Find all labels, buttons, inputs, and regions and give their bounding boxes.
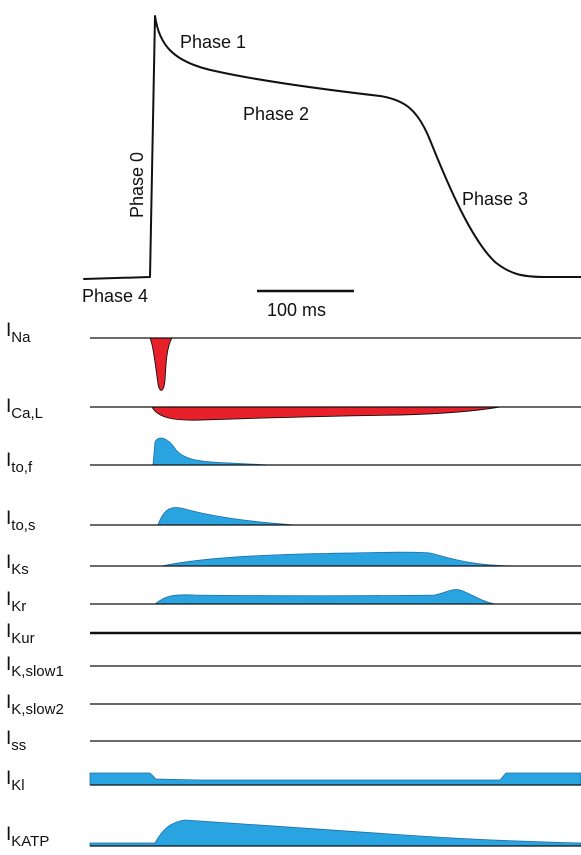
ina-label: INa (6, 320, 31, 346)
itos-label: Ito,s (6, 508, 35, 534)
ical-trace (151, 406, 501, 421)
iss-label: Iss (6, 728, 26, 754)
phase-0-label: Phase 0 (127, 152, 147, 218)
phase-3-label: Phase 3 (462, 189, 528, 209)
ical-label: ICa,L (6, 396, 43, 422)
itof-trace (152, 437, 271, 466)
phase-4-label: Phase 4 (82, 286, 148, 306)
iks-trace (161, 551, 521, 567)
ikatp-trace (89, 819, 581, 847)
itof-label: Ito,f (6, 450, 33, 476)
phase-2-label: Phase 2 (243, 104, 309, 124)
itos-trace (157, 507, 296, 526)
ik1-label: IKl (6, 768, 25, 794)
ikr-trace (153, 589, 496, 605)
ik1-trace (89, 772, 581, 786)
ina-trace (149, 337, 173, 391)
ikslow2-label: IK,slow2 (6, 692, 64, 718)
ikslow1-label: IK,slow1 (6, 654, 64, 680)
phase-1-label: Phase 1 (180, 32, 246, 52)
scale-bar-label: 100 ms (267, 300, 326, 320)
ikr-label: IKr (6, 589, 26, 615)
iks-label: IKs (6, 552, 29, 578)
ikur-label: IKur (6, 621, 35, 647)
action-potential-curve (83, 15, 581, 280)
ikatp-label: IKATP (6, 824, 49, 850)
